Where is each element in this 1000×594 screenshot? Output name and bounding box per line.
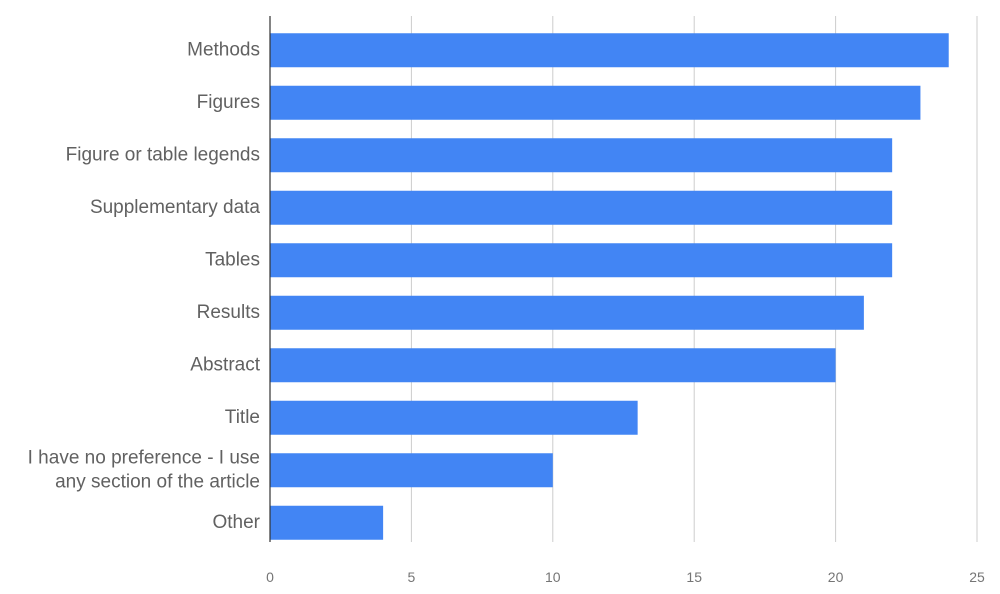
category-label-line: Other (212, 512, 260, 533)
bar (270, 453, 553, 488)
category-label-line: Title (225, 407, 260, 428)
category-label: Tables (205, 249, 260, 270)
x-tick-label: 10 (545, 569, 561, 585)
category-label: Methods (187, 39, 260, 60)
category-label: Other (212, 512, 260, 533)
bar (270, 138, 893, 173)
x-tick-label: 25 (969, 569, 985, 585)
x-tick-labels: 0 5 10 15 20 25 (266, 569, 985, 585)
category-label-line: Figure or table legends (66, 144, 260, 165)
category-label-line: Tables (205, 249, 260, 270)
category-label-line: Figures (197, 92, 260, 113)
x-tick-label: 0 (266, 569, 274, 585)
category-label: Abstract (190, 354, 260, 375)
bar (270, 295, 864, 330)
bar (270, 505, 384, 540)
bar (270, 400, 638, 435)
category-label: Supplementary data (90, 197, 260, 218)
x-tick-label: 5 (408, 569, 416, 585)
bar (270, 33, 949, 68)
bar (270, 243, 893, 278)
category-label: Figures (197, 92, 260, 113)
bars (270, 33, 949, 540)
category-label-line: any section of the article (55, 471, 260, 492)
category-labels: Methods Figures Figure or table legends Sup… (28, 39, 261, 533)
category-label-line: Supplementary data (90, 197, 260, 218)
x-tick-label: 15 (686, 569, 702, 585)
category-label-line: Methods (187, 39, 260, 60)
category-label: Figure or table legends (66, 144, 260, 165)
bar (270, 190, 893, 225)
category-label: I have no preference - I use any section … (28, 447, 260, 492)
bar (270, 348, 836, 383)
category-label-line: Results (197, 302, 260, 323)
bar (270, 85, 921, 120)
category-label-line: Abstract (190, 354, 260, 375)
category-label: Results (197, 302, 260, 323)
category-label-line: I have no preference - I use (28, 447, 260, 468)
x-tick-label: 20 (828, 569, 844, 585)
category-label: Title (225, 407, 260, 428)
